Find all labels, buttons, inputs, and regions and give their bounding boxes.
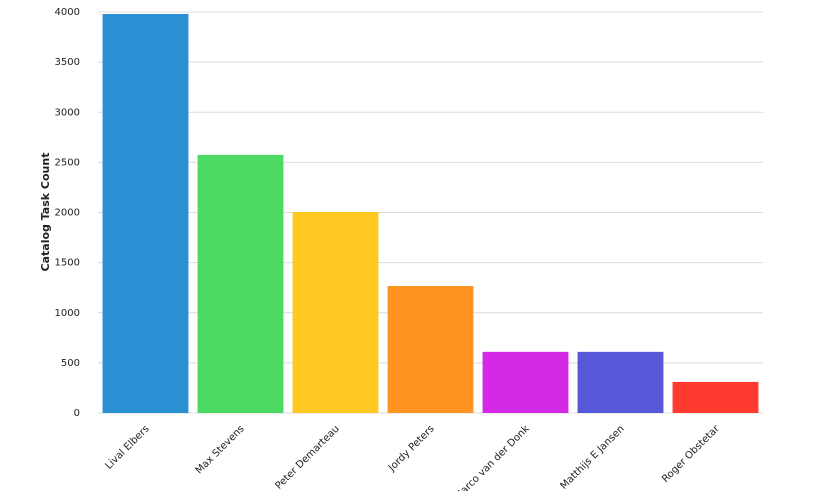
- x-tick-label: Roger Obstetar: [660, 423, 722, 485]
- bar: [197, 154, 284, 413]
- x-tick-label: Max Stevens: [194, 423, 247, 476]
- x-tick-label: Lival Elbers: [103, 423, 151, 471]
- bar: [102, 14, 189, 413]
- y-tick-label: 500: [61, 358, 80, 369]
- x-tick-label: Matthijs E Jansen: [559, 423, 627, 491]
- y-tick-label: 4000: [55, 7, 80, 18]
- bar: [292, 211, 379, 413]
- y-tick-label: 3000: [55, 107, 80, 118]
- bar: [577, 351, 664, 413]
- y-tick-label: 1000: [55, 308, 80, 319]
- y-axis-label: Catalog Task Count: [39, 153, 52, 272]
- x-tick-label: Marco van der Donk: [453, 423, 532, 491]
- y-tick-label: 3500: [55, 57, 80, 68]
- bar: [672, 381, 759, 413]
- bar: [387, 285, 474, 413]
- y-tick-label: 1500: [55, 258, 80, 269]
- x-tick-label: Jordy Peters: [386, 423, 437, 474]
- y-tick-label: 2500: [55, 157, 80, 168]
- y-tick-label: 0: [74, 408, 80, 419]
- x-tick-label: Peter Demarteau: [273, 423, 341, 491]
- bar: [482, 351, 569, 413]
- y-tick-label: 2000: [55, 208, 80, 219]
